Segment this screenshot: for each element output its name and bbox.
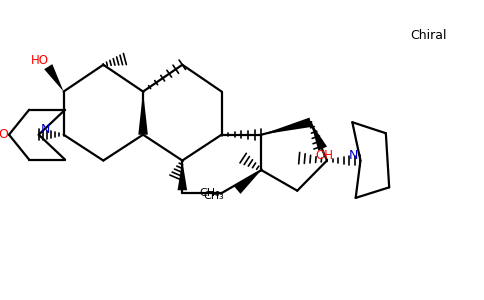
Text: Chiral: Chiral bbox=[411, 28, 447, 42]
Text: O: O bbox=[0, 128, 8, 141]
Text: OH: OH bbox=[315, 149, 333, 162]
Polygon shape bbox=[138, 92, 148, 135]
Text: HO: HO bbox=[30, 54, 49, 68]
Text: N: N bbox=[41, 123, 50, 136]
Text: CH₃: CH₃ bbox=[203, 191, 224, 201]
Polygon shape bbox=[261, 118, 312, 135]
Text: N: N bbox=[348, 149, 358, 162]
Polygon shape bbox=[234, 170, 261, 194]
Text: CH₃: CH₃ bbox=[199, 188, 220, 198]
Polygon shape bbox=[44, 64, 63, 92]
Polygon shape bbox=[311, 122, 327, 151]
Polygon shape bbox=[178, 160, 187, 190]
